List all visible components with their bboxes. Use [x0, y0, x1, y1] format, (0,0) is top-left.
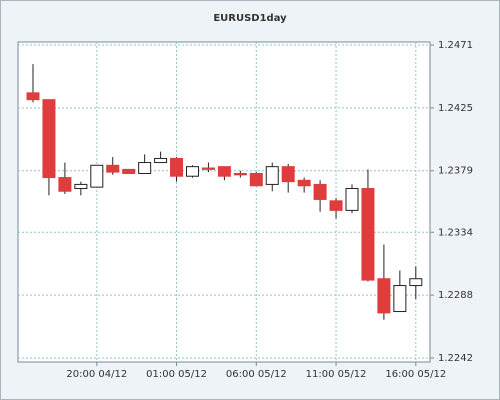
y-tick-label: 1.2425	[438, 103, 473, 114]
candle-body	[58, 177, 72, 192]
candle-body	[297, 179, 311, 187]
plot-area	[17, 41, 431, 363]
x-tick-label: 01:00 05/12	[146, 369, 207, 380]
y-tick-label: 1.2288	[438, 290, 473, 301]
candle-body	[249, 172, 263, 187]
candle-body	[361, 188, 375, 281]
x-tick-label: 16:00 05/12	[385, 369, 446, 380]
candle-body	[106, 164, 120, 173]
x-tick-label: 20:00 04/12	[66, 369, 127, 380]
candle-body	[393, 285, 407, 313]
candle-body	[170, 157, 184, 177]
candle-body	[186, 166, 199, 177]
y-tick-label: 1.2379	[438, 166, 473, 177]
candle-body	[233, 172, 247, 176]
candle-body	[217, 166, 231, 177]
candle-body	[313, 183, 327, 200]
y-tick-label: 1.2334	[438, 227, 473, 238]
candle-body	[26, 92, 40, 101]
candle-body	[265, 166, 279, 185]
y-tick-label: 1.2242	[438, 353, 473, 364]
candle-body	[122, 168, 136, 174]
candle-body	[345, 188, 359, 211]
x-tick-label: 11:00 05/12	[306, 369, 367, 380]
candle-body	[90, 164, 104, 188]
candle-body	[138, 162, 152, 174]
candle-body	[42, 99, 56, 179]
x-tick-label: 06:00 05/12	[226, 369, 287, 380]
candle-body	[281, 166, 295, 183]
candle-body	[201, 167, 215, 170]
chart-title: EURUSD1day	[213, 13, 287, 24]
candle-body	[329, 200, 343, 211]
candle-body	[377, 278, 391, 314]
candle-body	[154, 157, 168, 164]
candle-body	[409, 278, 423, 287]
y-tick-label: 1.2471	[438, 40, 473, 51]
candle-body	[74, 183, 88, 190]
